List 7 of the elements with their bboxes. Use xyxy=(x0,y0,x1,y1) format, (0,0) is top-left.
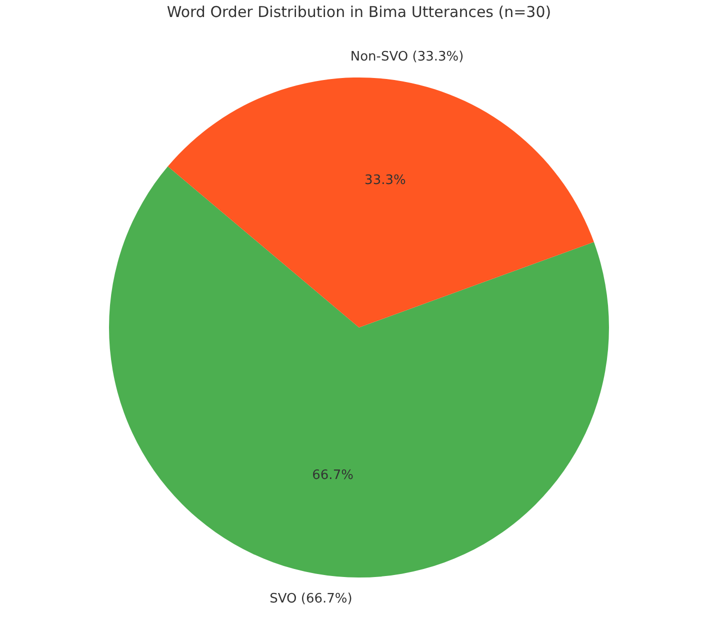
slice-label: Non-SVO (33.3%) xyxy=(350,50,464,65)
pie-slice xyxy=(109,166,609,578)
slice-label: SVO (66.7%) xyxy=(270,591,352,606)
chart-title: Word Order Distribution in Bima Utterances (n=30) xyxy=(166,3,552,21)
data-label: 33.3% xyxy=(364,172,406,188)
pie-slice xyxy=(168,78,594,328)
data-label: 66.7% xyxy=(312,468,354,484)
